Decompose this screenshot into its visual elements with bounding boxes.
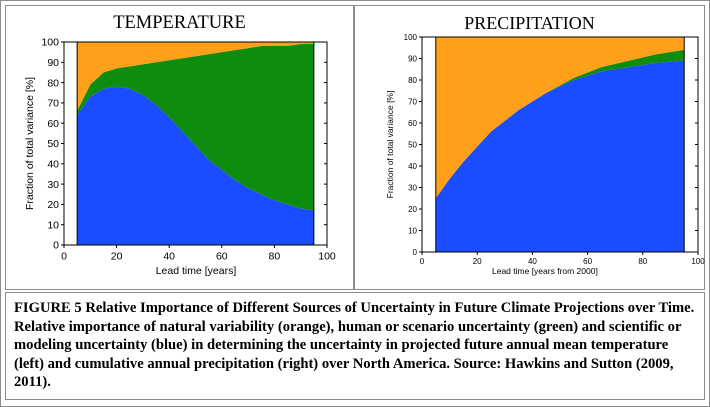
temperature-ytick-label: 80 xyxy=(47,77,59,89)
temperature-xtick-label: 100 xyxy=(318,251,336,263)
temperature-xtick-label: 0 xyxy=(61,251,67,263)
precipitation-ytick-label: 90 xyxy=(408,54,417,63)
precipitation-xtick-label: 80 xyxy=(638,257,647,266)
precipitation-ytick-label: 20 xyxy=(408,205,417,214)
temperature-ytick-label: 100 xyxy=(41,37,59,49)
temperature-ytick-label: 10 xyxy=(47,219,59,231)
precipitation-ytick-label: 50 xyxy=(408,140,417,149)
chart-panels: TEMPERATURE 0 10 20 30 40 50 60 70 80 90 100 0 20 40 6… xyxy=(5,5,705,290)
figure-caption: FIGURE 5 Relative Importance of Differen… xyxy=(5,292,705,400)
precipitation-xtick-label: 100 xyxy=(691,257,705,266)
temperature-ytick-label: 70 xyxy=(47,98,59,110)
precipitation-chart: 0 10 20 30 40 50 60 70 80 90 100 0 20 40 60 80 100 Lead t… xyxy=(385,33,705,276)
temperature-ytick-label: 40 xyxy=(47,158,59,170)
precipitation-ytick-label: 30 xyxy=(408,183,417,192)
precipitation-xtick-label: 20 xyxy=(473,257,482,266)
temperature-area-scientific-or-modeling-uncertainty xyxy=(77,86,314,245)
precipitation-x-axis-label: Lead time [years from 2000] xyxy=(492,266,598,276)
temperature-chart: 0 10 20 30 40 50 60 70 80 90 100 0 20 40 60 80 100 Lead t… xyxy=(24,37,336,277)
temperature-title: TEMPERATURE xyxy=(113,13,246,33)
temperature-xtick-label: 60 xyxy=(216,251,228,263)
precipitation-ytick-label: 70 xyxy=(408,97,417,106)
temperature-xtick-label: 80 xyxy=(269,251,281,263)
precipitation-ytick-label: 0 xyxy=(413,248,418,257)
precipitation-ytick-label: 40 xyxy=(408,162,417,171)
temperature-ytick-label: 50 xyxy=(47,138,59,150)
precipitation-ytick-label: 100 xyxy=(404,33,418,42)
precipitation-xtick-label: 0 xyxy=(420,257,425,266)
temperature-ytick-label: 30 xyxy=(47,179,59,191)
temperature-ytick-label: 0 xyxy=(53,240,59,252)
temperature-y-axis-label: Fraction of total variance [%] xyxy=(24,77,36,210)
temperature-ytick-label: 90 xyxy=(47,57,59,69)
precipitation-xtick-label: 40 xyxy=(528,257,537,266)
temperature-xtick-label: 40 xyxy=(163,251,175,263)
precipitation-area-scientific-or-modeling-uncertainty xyxy=(435,60,685,253)
temperature-area-natural-variability xyxy=(77,42,314,112)
precipitation-xtick-label: 60 xyxy=(583,257,592,266)
precipitation-ytick-label: 60 xyxy=(408,119,417,128)
temperature-area-human-or-scenario-uncertainty xyxy=(77,44,314,211)
precipitation-panel: PRECIPITATION 0 10 20 30 40 50 60 70 80 90 100 0 20 4… xyxy=(354,5,705,290)
precipitation-y-axis-label: Fraction of total variance [%] xyxy=(385,91,395,199)
precipitation-area-natural-variability xyxy=(435,37,685,199)
temperature-xtick-label: 20 xyxy=(111,251,123,263)
precipitation-ytick-label: 10 xyxy=(408,226,417,235)
precipitation-title: PRECIPITATION xyxy=(464,13,595,33)
temperature-ytick-label: 60 xyxy=(47,118,59,130)
temperature-panel: TEMPERATURE 0 10 20 30 40 50 60 70 80 90 100 0 20 40 6… xyxy=(5,5,354,290)
temperature-x-axis-label: Lead time [years] xyxy=(156,265,237,277)
temperature-ytick-label: 20 xyxy=(47,199,59,211)
precipitation-ytick-label: 80 xyxy=(408,76,417,85)
